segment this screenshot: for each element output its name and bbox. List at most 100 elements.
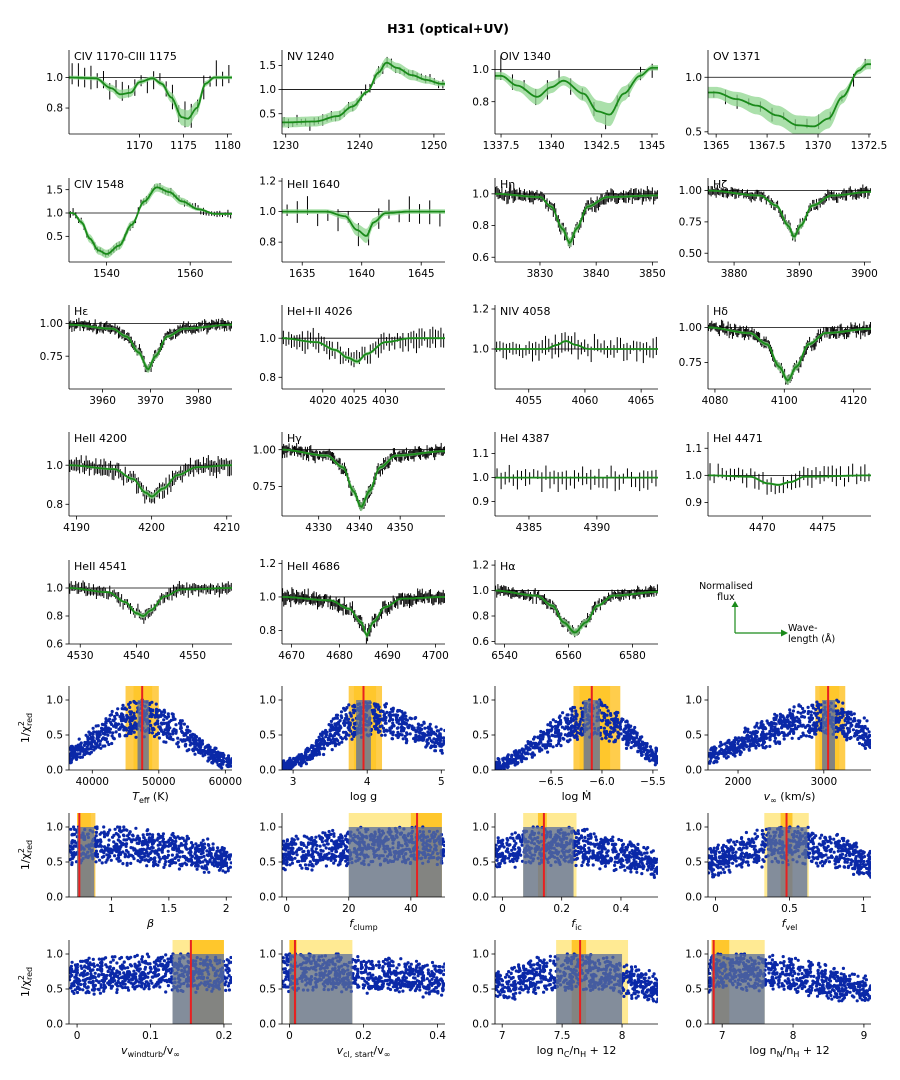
spectrum-panel: 1635 1640 1645 0.8 1.0 1.2 HeII 1640: [259, 176, 445, 280]
spectrum-panel: 1337.5 1340 1342.5 1345 0.8 1.0 OIV 1340: [472, 50, 665, 152]
x-tick-label: 2000: [725, 776, 752, 788]
x-tick-label: 7.5: [554, 1030, 571, 1042]
model-band: [69, 323, 232, 373]
y-tick-label: 1.0: [259, 695, 276, 707]
x-tick-label: 1240: [346, 140, 373, 152]
y-tick-label: 1.00: [40, 318, 63, 330]
panel-body: [69, 183, 232, 259]
x-tick-label: 0.1: [142, 1030, 159, 1042]
y-tick-label: 0.5: [472, 730, 489, 742]
panel-body: [495, 55, 658, 130]
spectrum-label: NV 1240: [287, 50, 334, 63]
parameter-panel: 0 20 40 0.0 0.5 1.0 fclump: [259, 813, 445, 932]
x-tick-label: 3970: [137, 395, 164, 407]
spectrum-panel: 4020 4025 4030 0.8 1.0 HeI+II 4026: [259, 305, 445, 407]
x-tick-label: 2: [223, 903, 230, 915]
x-tick-label: 0: [286, 1030, 293, 1042]
x-tick-label: 8: [790, 1030, 797, 1042]
y-tick-label: 1.0: [472, 585, 489, 597]
parameter-panel: 40000 50000 60000 0.0 0.5 1.0 Teff (K) 1/χ2red: [17, 686, 242, 805]
x-tick-label: 4025: [341, 395, 368, 407]
x-tick-label: 40000: [76, 776, 109, 788]
label-tail: /v: [163, 1044, 174, 1057]
label-main: log g: [350, 790, 377, 803]
y-tick-label: 1.0: [685, 470, 702, 482]
parameter-panel: 0 0.5 1 0.0 0.5 1.0 fvel: [685, 813, 871, 932]
spectrum-label: HeI+II 4026: [287, 305, 352, 318]
panel-body: [282, 686, 445, 770]
x-tick-label: 4080: [702, 395, 729, 407]
x-axis-label: fvel: [782, 917, 798, 932]
y-tick-label: 0.8: [259, 372, 276, 384]
label-sub: ∞: [770, 796, 777, 805]
x-tick-label: 1370: [805, 140, 832, 152]
x-tick-label: 1645: [408, 268, 435, 280]
spectrum-label: HeII 1640: [287, 178, 340, 191]
y-tick-label: 1.0: [685, 695, 702, 707]
y-tick-label: 1.00: [679, 322, 702, 334]
x-tick-label: 4550: [179, 650, 206, 662]
spectrum-label: Hε: [74, 305, 88, 318]
x-axis-label: fclump: [349, 917, 377, 932]
chi2-points: [495, 698, 658, 770]
x-tick-label: 4065: [628, 395, 655, 407]
x-tick-label: 0: [283, 903, 290, 915]
y-tick-label: 1.2: [259, 176, 276, 188]
model-line: [69, 186, 232, 255]
panel-body: [69, 317, 232, 373]
x-tick-label: 1365: [703, 140, 730, 152]
spectrum-panel: 1365 1367.5 1370 1372.5 0.5 1.0 OV 1371: [685, 50, 887, 152]
x-tick-label: 1367.5: [749, 140, 786, 152]
x-tick-label: 3900: [851, 268, 878, 280]
x-tick-label: 1372.5: [851, 140, 888, 152]
y-tick-label: 1.1: [685, 443, 702, 455]
fit-range-box: [77, 827, 95, 897]
ylabel-sup: 2: [17, 848, 26, 853]
y-tick-label: 0.5: [685, 984, 702, 996]
model-line: [282, 337, 445, 363]
y-tick-label: 0.8: [472, 96, 489, 108]
y-tick-label: 1.0: [46, 460, 63, 472]
y-tick-label: 0.8: [472, 220, 489, 232]
model-line: [708, 189, 871, 238]
y-tick-label: 0.0: [259, 1019, 276, 1031]
model-line: [282, 596, 445, 638]
x-tick-label: 1175: [170, 140, 197, 152]
y-tick-label: 0.5: [685, 857, 702, 869]
fit-range-box: [556, 954, 623, 1024]
x-tick-label: 4700: [422, 650, 449, 662]
spectrum-panel: 4530 4540 4550 0.6 0.8 1.0 HeII 4541: [46, 560, 232, 662]
x-axis-label: log g: [350, 790, 377, 803]
y-tick-label: 1.0: [472, 822, 489, 834]
x-tick-label: 4055: [515, 395, 542, 407]
label-main: log Ṁ: [562, 790, 592, 803]
y-tick-label: 0.0: [685, 892, 702, 904]
model-band: [708, 189, 871, 241]
y-tick-label: 0.5: [259, 984, 276, 996]
y-tick-label: 0.5: [46, 730, 63, 742]
spectrum-label: HeI 4387: [500, 432, 550, 445]
y-tick-label: 0.75: [40, 351, 63, 363]
model-line: [708, 474, 871, 486]
chi2-points: [708, 698, 871, 765]
x-tick-label: 4670: [278, 650, 305, 662]
x-tick-label: 1337.5: [483, 140, 520, 152]
x-tick-label: 3850: [639, 268, 666, 280]
model-band: [495, 589, 658, 637]
spectrum-label: Hδ: [713, 305, 728, 318]
x-tick-label: 50000: [142, 776, 175, 788]
label-main: v: [337, 1044, 344, 1057]
x-axis-label: Teff (K): [132, 790, 168, 805]
model-line: [708, 326, 871, 382]
model-line: [495, 589, 658, 634]
x-tick-label: 0: [712, 903, 719, 915]
x-tick-label: 1340: [538, 140, 565, 152]
panel-body: [69, 580, 232, 624]
x-tick-label: 4540: [123, 650, 150, 662]
spectrum-panel: 4385 4390 0.9 1.0 1.1 HeI 4387: [472, 432, 658, 534]
label-sub: N: [777, 1050, 783, 1059]
y-tick-label: 0.0: [472, 765, 489, 777]
spectrum-label: HeII 4686: [287, 560, 340, 573]
panel-body: [495, 332, 658, 364]
panel-body: [708, 319, 871, 385]
